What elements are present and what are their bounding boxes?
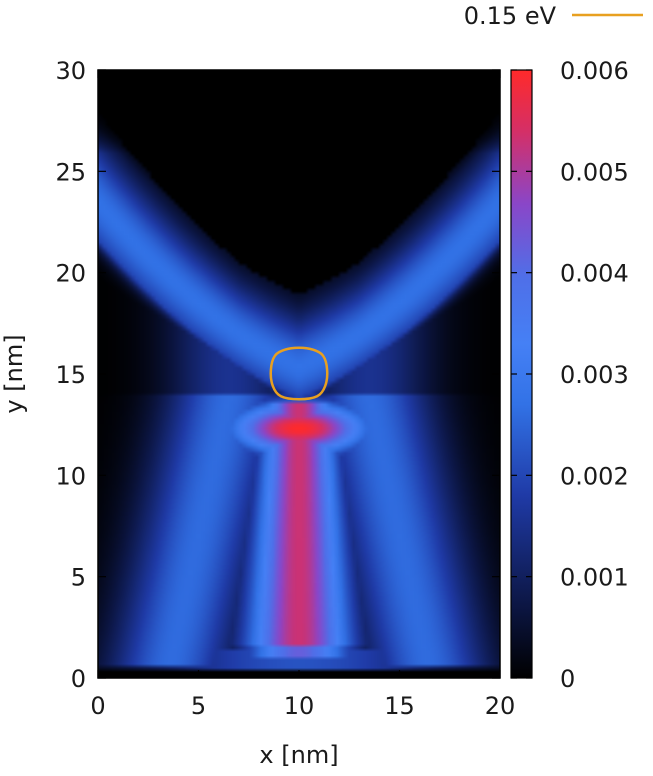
colorbar-axis: 0 0.001 0.002 0.003 0.004 0.005 0.006 (511, 57, 629, 693)
y-tick-label: 30 (55, 57, 86, 85)
y-tick-label: 0 (71, 665, 86, 693)
y-tick-label: 10 (55, 462, 86, 490)
colorbar-tick-label: 0.004 (560, 260, 629, 288)
x-tick-label: 0 (90, 692, 105, 720)
colorbar-tick-label: 0.006 (560, 57, 629, 85)
x-axis-label: x [nm] (259, 741, 338, 769)
colorbar-tick-label: 0.003 (560, 361, 629, 389)
y-tick-label: 15 (55, 361, 86, 389)
colorbar-tick-label: 0 (560, 665, 575, 693)
x-tick-label: 15 (384, 692, 415, 720)
x-tick-label: 20 (485, 692, 516, 720)
y-axis-label: y [nm] (0, 334, 28, 413)
contour-line (269, 346, 329, 401)
legend-label: 0.15 eV (464, 2, 557, 30)
colorbar-tick-label: 0.002 (560, 462, 629, 490)
y-axis: 0 5 10 15 20 25 30 (55, 57, 500, 693)
x-axis: 0 5 10 15 20 (90, 70, 515, 720)
x-tick-label: 5 (191, 692, 206, 720)
y-tick-label: 5 (71, 564, 86, 592)
colorbar-tick-label: 0.001 (560, 564, 629, 592)
colorbar-tick-label: 0.005 (560, 158, 629, 186)
y-tick-label: 25 (55, 158, 86, 186)
y-tick-label: 20 (55, 260, 86, 288)
legend: 0.15 eV (464, 2, 643, 30)
heatmap-image (98, 70, 500, 678)
x-tick-label: 10 (284, 692, 315, 720)
